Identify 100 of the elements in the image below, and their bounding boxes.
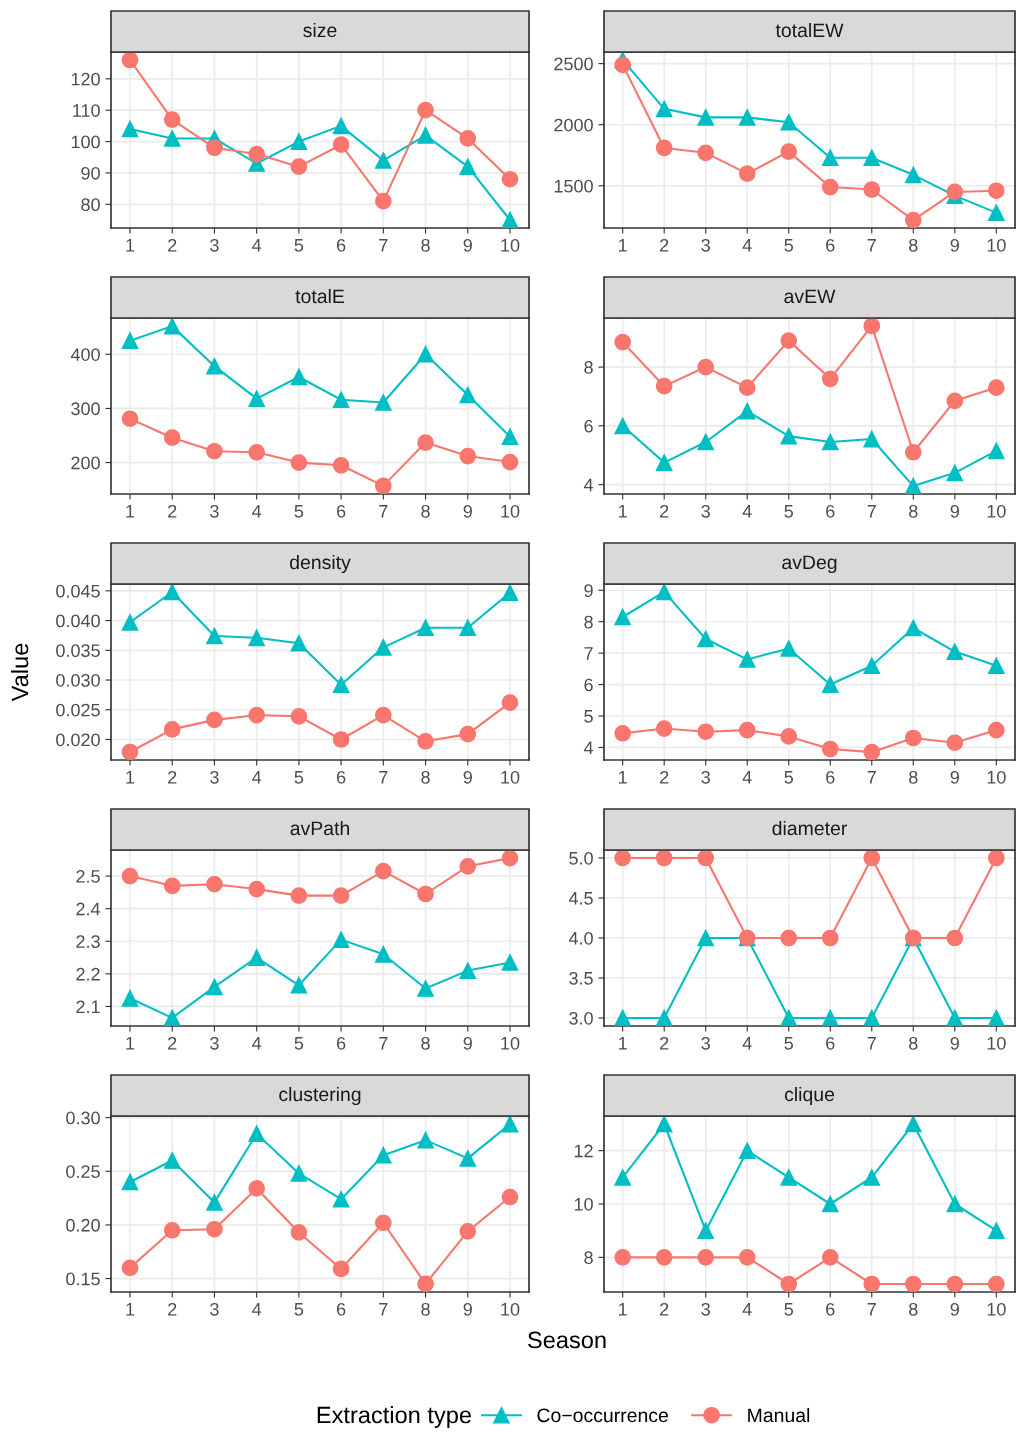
y-tick-label: 100 xyxy=(71,135,100,149)
x-tick-label: 6 xyxy=(337,770,346,784)
x-tick-label: 9 xyxy=(950,1036,959,1050)
x-tick-label: 5 xyxy=(784,771,794,784)
point xyxy=(738,402,756,420)
x-tick-label: 3 xyxy=(701,1036,710,1050)
x-tick-label: 6 xyxy=(337,1302,346,1316)
x-tick-label: 4 xyxy=(252,505,262,518)
point xyxy=(697,358,715,376)
y-tick-label: 0.25 xyxy=(66,1165,100,1178)
x-tick-label: 10 xyxy=(987,1036,1006,1050)
point xyxy=(697,1222,715,1240)
point xyxy=(738,1142,756,1160)
x-tick-label: 6 xyxy=(826,770,835,784)
point xyxy=(332,136,350,154)
point xyxy=(655,850,673,867)
point xyxy=(501,428,519,445)
x-tick-label: 7 xyxy=(379,1037,388,1050)
point xyxy=(987,442,1005,460)
y-tick-label: 8 xyxy=(584,361,593,374)
point xyxy=(738,1248,756,1266)
x-tick-label: 2 xyxy=(660,504,669,518)
y-tick-label: 4 xyxy=(583,478,594,492)
point xyxy=(697,723,715,741)
x-tick-label: 7 xyxy=(867,505,876,518)
point xyxy=(163,721,181,738)
point xyxy=(501,170,519,188)
point xyxy=(780,640,798,657)
x-tick-label: 8 xyxy=(421,770,430,784)
x-tick-label: 8 xyxy=(909,238,918,252)
x-tick-label: 10 xyxy=(987,504,1006,518)
point xyxy=(501,1188,519,1206)
point xyxy=(417,434,434,451)
y-tick-label: 6 xyxy=(584,419,593,433)
point xyxy=(501,584,519,601)
x-tick-label: 8 xyxy=(421,504,430,518)
x-tick-label: 2 xyxy=(168,1302,177,1316)
x-tick-label: 8 xyxy=(909,504,918,518)
y-tick-label: 0.20 xyxy=(66,1218,100,1232)
point xyxy=(614,333,632,351)
point xyxy=(163,1152,181,1169)
chart-title: size xyxy=(303,22,337,38)
y-tick-label: 2.4 xyxy=(76,902,101,916)
y-tick-label: 80 xyxy=(81,198,100,212)
chart-title: clique xyxy=(784,1086,835,1106)
point xyxy=(248,390,266,408)
y-tick-label: 400 xyxy=(70,348,100,361)
point xyxy=(206,978,223,996)
x-tick-label: 1 xyxy=(619,239,627,252)
point xyxy=(821,929,839,947)
chart-title: avEW xyxy=(784,289,836,304)
x-tick-label: 9 xyxy=(463,504,472,518)
point xyxy=(332,887,350,904)
y-tick-label: 4.0 xyxy=(568,931,593,945)
x-tick-label: 10 xyxy=(501,504,520,518)
x-tick-label: 9 xyxy=(463,1036,472,1050)
x-tick-label: 7 xyxy=(379,771,388,784)
point xyxy=(374,706,392,724)
y-tick-label: 120 xyxy=(71,72,100,86)
x-tick-label: 7 xyxy=(867,1037,876,1050)
point xyxy=(697,1248,715,1266)
point xyxy=(655,454,673,471)
point xyxy=(417,345,434,363)
chart-title: density xyxy=(290,554,351,574)
x-tick-label: 1 xyxy=(126,771,135,784)
point xyxy=(121,989,139,1007)
y-tick-label: 0.15 xyxy=(66,1272,100,1286)
x-tick-label: 10 xyxy=(501,1302,520,1316)
point xyxy=(946,1009,964,1026)
point xyxy=(987,1222,1005,1240)
x-tick-label: 4 xyxy=(742,239,752,252)
y-tick-label: 0.040 xyxy=(56,614,100,628)
point xyxy=(904,211,922,228)
point xyxy=(904,1116,922,1133)
point xyxy=(206,357,223,375)
x-tick-label: 4 xyxy=(742,1037,752,1050)
y-tick-label: 12 xyxy=(574,1144,593,1158)
point xyxy=(290,887,308,904)
x-axis-title: Season xyxy=(528,1331,606,1349)
point xyxy=(459,962,477,979)
x-tick-label: 3 xyxy=(701,1302,710,1316)
point xyxy=(614,1168,632,1186)
y-tick-label: 5 xyxy=(584,710,593,723)
x-tick-label: 4 xyxy=(252,1037,262,1050)
point xyxy=(904,1275,922,1292)
point xyxy=(374,394,392,411)
point xyxy=(374,192,392,210)
y-axis-title: Value xyxy=(11,643,29,702)
y-tick-label: 90 xyxy=(81,166,100,180)
point xyxy=(417,885,434,903)
y-tick-label: 200 xyxy=(71,456,100,470)
x-tick-label: 5 xyxy=(294,1303,304,1316)
point xyxy=(290,1165,308,1182)
point xyxy=(821,370,839,388)
x-tick-label: 1 xyxy=(619,771,627,784)
point xyxy=(614,850,632,867)
y-tick-label: 7 xyxy=(584,647,593,660)
point xyxy=(904,477,922,494)
point xyxy=(697,433,715,451)
x-tick-label: 6 xyxy=(826,238,835,252)
